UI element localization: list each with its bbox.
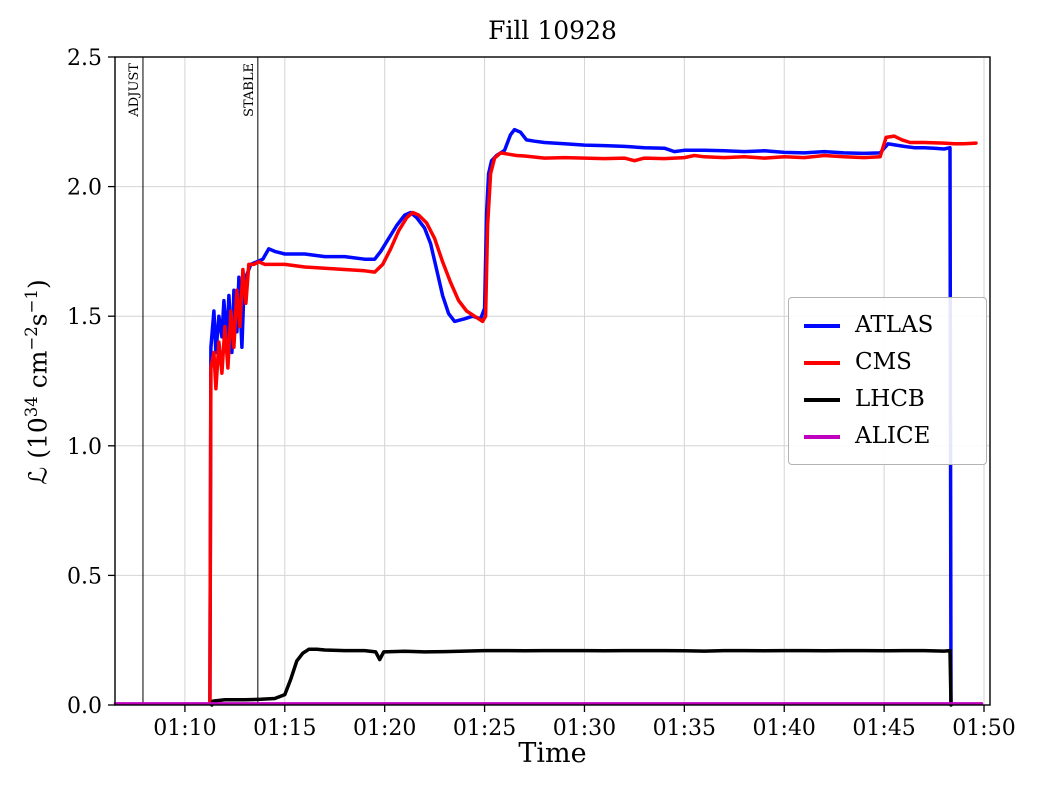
x-tick-label: 01:25 <box>453 716 516 741</box>
x-tick-label: 01:35 <box>653 716 716 741</box>
legend-swatch-alice <box>804 434 840 439</box>
x-tick-label: 01:40 <box>753 716 816 741</box>
y-label-pre: (10 <box>23 417 53 467</box>
x-tick-label: 01:10 <box>153 716 216 741</box>
y-tick-label: 0.5 <box>67 564 102 589</box>
legend-item-atlas: ATLAS <box>789 307 986 344</box>
legend-item-lhcb: LHCB <box>789 381 986 418</box>
plot-border <box>114 56 991 706</box>
y-tick-label: 1.0 <box>67 435 102 460</box>
annotation-label-adjust: ADJUST <box>127 63 142 118</box>
y-label-exponent-34: 34 <box>22 396 41 418</box>
y-label-mid2: s <box>23 313 53 327</box>
legend-swatch-lhcb <box>804 397 840 402</box>
legend-label-alice: ALICE <box>855 423 931 449</box>
legend: ATLAS CMS LHCB ALICE <box>788 297 987 465</box>
y-label-script-l: ℒ <box>23 466 53 485</box>
x-tick-label: 01:50 <box>952 716 1015 741</box>
y-axis-label: ℒ (1034 cm−2s−1) <box>22 199 58 565</box>
y-label-mid1: cm <box>23 350 53 397</box>
legend-item-alice: ALICE <box>789 418 986 455</box>
y-tick-label: 0.0 <box>67 694 102 719</box>
x-axis-label: Time <box>518 738 587 769</box>
legend-swatch-atlas <box>804 323 840 328</box>
chart-title: Fill 10928 <box>488 16 617 45</box>
x-tick-label: 01:20 <box>353 716 416 741</box>
legend-label-cms: CMS <box>855 349 912 375</box>
legend-label-atlas: ATLAS <box>855 312 934 338</box>
series-line-lhcb <box>210 647 953 707</box>
legend-item-cms: CMS <box>789 344 986 381</box>
x-tick-label: 01:45 <box>852 716 915 741</box>
x-tick-label: 01:15 <box>253 716 316 741</box>
y-label-post: ) <box>23 279 53 290</box>
annotation-label-stable: STABLE <box>242 63 257 117</box>
legend-swatch-cms <box>804 360 840 365</box>
legend-label-lhcb: LHCB <box>855 386 925 412</box>
y-tick-label: 1.5 <box>67 305 102 330</box>
y-tick-label: 2.0 <box>67 176 102 201</box>
y-label-exponent-minus1: −1 <box>22 289 41 314</box>
series-line-cms <box>208 134 978 705</box>
y-label-exponent-minus2: −2 <box>22 326 41 351</box>
x-tick-label: 01:30 <box>553 716 616 741</box>
y-tick-label: 2.5 <box>67 46 102 71</box>
